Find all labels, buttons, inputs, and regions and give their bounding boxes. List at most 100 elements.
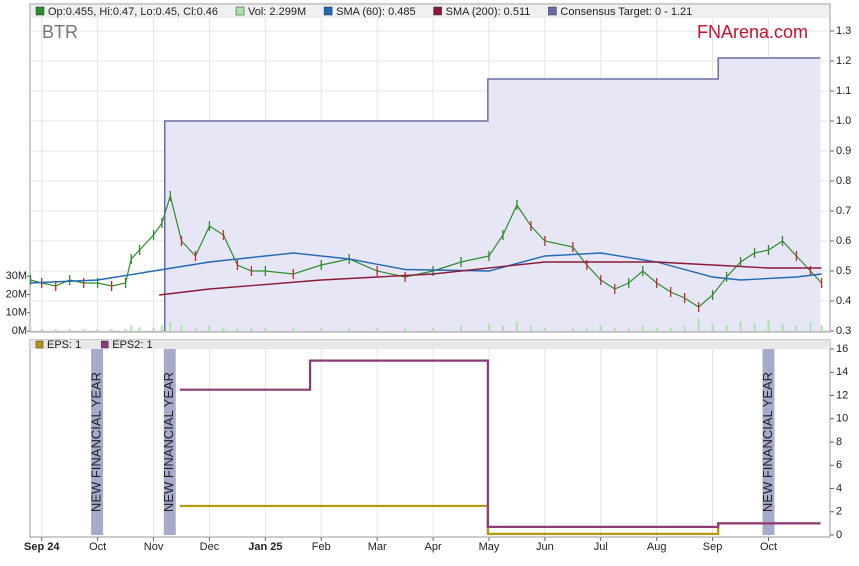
volume-bar	[82, 329, 85, 331]
y-tick-label: 1.3	[836, 25, 851, 37]
volume-bar	[641, 325, 644, 331]
volume-bar	[264, 327, 267, 331]
volume-bar	[169, 321, 172, 331]
volume-bar	[697, 318, 700, 331]
volume-bar	[739, 321, 742, 331]
volume-bar	[543, 327, 546, 331]
y2-tick-label: 10M	[6, 307, 27, 319]
layer: 0.30.40.50.60.70.80.91.01.11.21.30M10M20…	[6, 5, 851, 553]
x-tick-label: Oct	[89, 541, 106, 553]
volume-bar	[627, 327, 630, 331]
x-tick-label: Sep	[703, 541, 723, 553]
y-tick-label: 0	[836, 529, 842, 541]
volume-bar	[40, 329, 43, 331]
x-tick-label: Sep 24	[24, 541, 60, 553]
volume-bar	[152, 327, 155, 331]
x-tick-label: Nov	[144, 541, 164, 553]
x-tick-label: Jul	[594, 541, 608, 553]
volume-bar	[348, 327, 351, 331]
target-area	[164, 58, 821, 331]
volume-bar	[669, 327, 672, 331]
legend-label: EPS: 1	[47, 339, 81, 351]
x-tick-label: Aug	[647, 541, 667, 553]
volume-bar	[194, 327, 197, 331]
volume-bar	[110, 329, 113, 331]
legend-label: SMA (200): 0.511	[446, 6, 531, 18]
volume-bar	[292, 327, 295, 331]
volume-bar	[124, 329, 127, 331]
volume-bar	[29, 329, 32, 331]
volume-bar	[795, 325, 798, 331]
volume-bar	[96, 329, 99, 331]
legend-bg	[31, 5, 829, 18]
x-tick-label: Feb	[312, 541, 331, 553]
legend-label: SMA (60): 0.485	[336, 6, 416, 18]
volume-bar	[529, 325, 532, 331]
volume-bar	[585, 327, 588, 331]
y-tick-label: 2	[836, 506, 842, 518]
volume-bar	[781, 323, 784, 331]
volume-bar	[404, 327, 407, 331]
x-tick-label: Jan 25	[248, 541, 282, 553]
y-tick-label: 8	[836, 436, 842, 448]
y2-tick-label: 30M	[6, 270, 27, 282]
y-tick-label: 0.7	[836, 205, 851, 217]
volume-bar	[711, 323, 714, 331]
legend-swatch	[323, 6, 333, 16]
fy-label: NEW FINANCIAL YEAR	[161, 372, 176, 512]
legend-label: Consensus Target: 0 - 1.21	[560, 6, 692, 18]
legend-swatch	[35, 6, 45, 16]
volume-bar	[725, 325, 728, 331]
y-tick-label: 0.5	[836, 265, 851, 277]
y-tick-label: 0.6	[836, 235, 851, 247]
volume-bar	[138, 327, 141, 331]
y-tick-label: 14	[836, 366, 848, 378]
sma-line	[159, 261, 822, 296]
fy-band	[762, 349, 775, 535]
y-tick-label: 0.9	[836, 145, 851, 157]
fy-label: NEW FINANCIAL YEAR	[760, 372, 775, 512]
y-tick-label: 1.1	[836, 85, 851, 97]
x-tick-label: Apr	[425, 541, 442, 553]
volume-bar	[54, 329, 57, 331]
volume-bar	[376, 327, 379, 331]
eps-panel	[29, 339, 831, 538]
y-tick-label: 16	[836, 343, 848, 355]
volume-bar	[460, 325, 463, 331]
legend-swatch	[433, 6, 442, 16]
volume-bar	[320, 327, 323, 331]
y-tick-label: 0.8	[836, 175, 851, 187]
y-tick-label: 10	[836, 413, 848, 425]
volume-bar	[613, 327, 616, 331]
volume-bar	[683, 325, 686, 331]
legend-swatch	[35, 340, 44, 349]
y-tick-label: 12	[836, 389, 848, 401]
fy-label: NEW FINANCIAL YEAR	[89, 372, 104, 512]
y-tick-label: 1.0	[836, 115, 851, 127]
volume-bar	[753, 323, 756, 331]
fy-band	[91, 349, 104, 535]
volume-bar	[250, 327, 253, 331]
volume-bar	[68, 329, 71, 331]
volume-bar	[432, 327, 435, 331]
y-tick-label: 1.2	[836, 55, 851, 67]
legend-label: EPS2: 1	[112, 339, 152, 351]
legend-swatch	[235, 6, 245, 16]
sma-line	[30, 252, 822, 284]
legend-label: Op:0.455, Hi:0.47, Lo:0.45, Cl:0.46	[48, 6, 218, 18]
volume-bar	[501, 325, 504, 331]
volume-bar	[809, 321, 812, 331]
brand: FNArena.com	[697, 22, 808, 42]
target-line	[163, 57, 821, 331]
eps-legend-strip	[30, 340, 830, 349]
y-tick-label: 0.3	[836, 325, 851, 337]
legend-swatch	[101, 340, 109, 349]
eps-line	[179, 359, 821, 528]
volume-bar	[571, 327, 574, 331]
legend-swatch	[548, 6, 557, 16]
y-tick-label: 4	[836, 482, 842, 494]
fy-band	[163, 349, 176, 535]
volume-bar	[130, 325, 133, 331]
x-tick-label: Dec	[200, 541, 220, 553]
